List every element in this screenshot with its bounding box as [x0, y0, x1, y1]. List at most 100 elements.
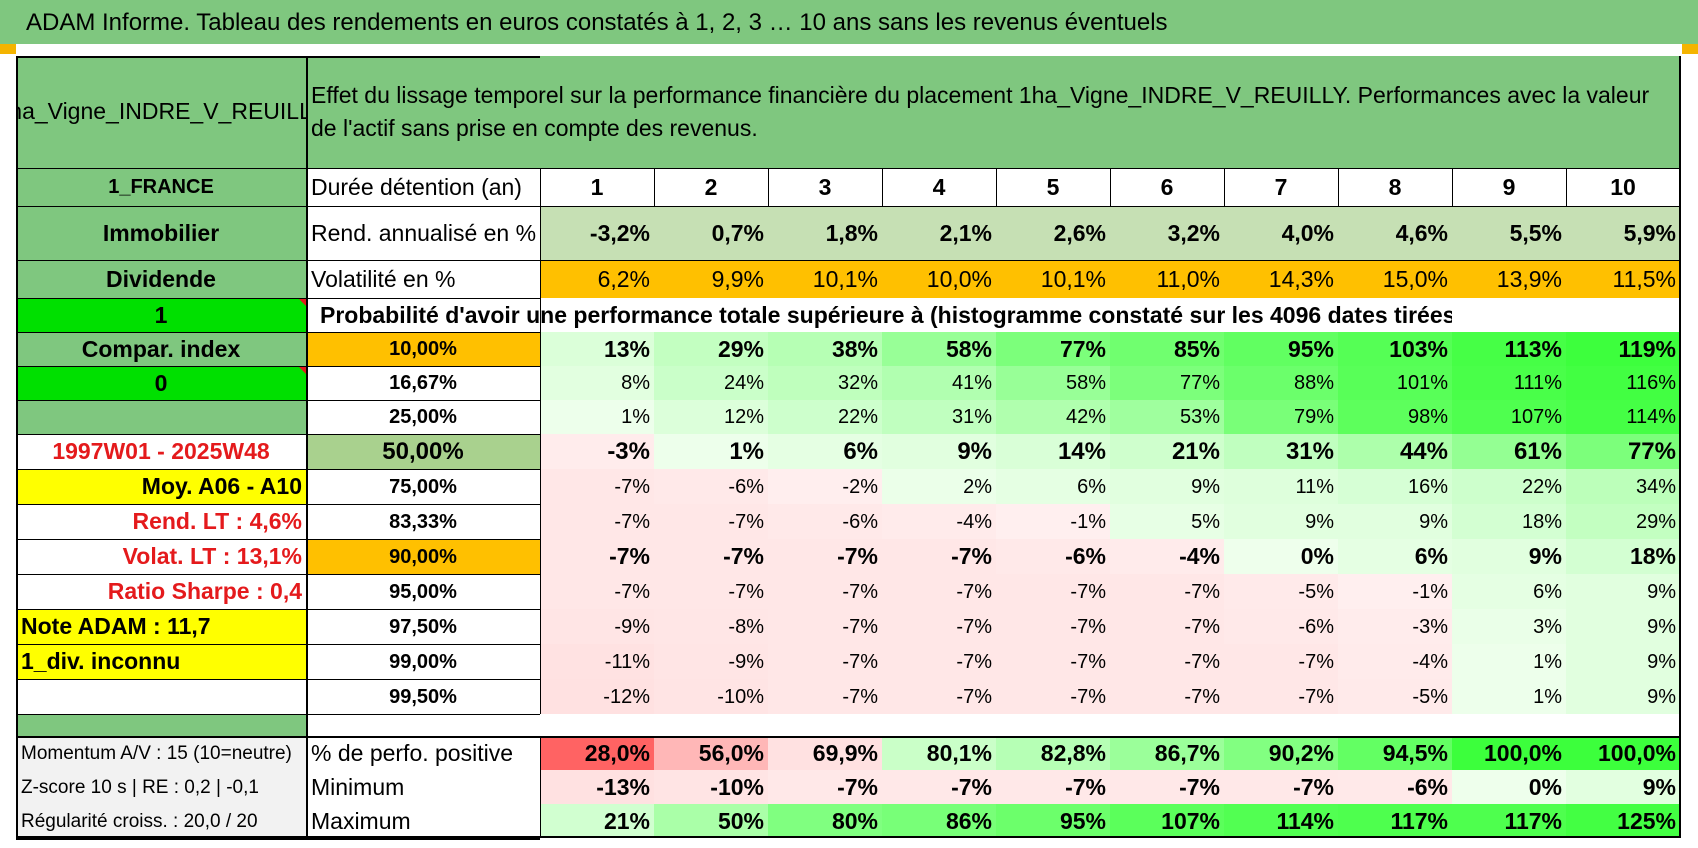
volatility-value: 6,2% — [540, 260, 654, 298]
quantile-value: -6% — [1224, 609, 1338, 644]
grid-line — [16, 574, 540, 575]
quantile-value: 18% — [1566, 539, 1680, 574]
quantile-value: -12% — [540, 679, 654, 714]
grid-line — [16, 260, 540, 261]
annual-return-value: 5,9% — [1566, 206, 1680, 260]
quantile-value: 21% — [1110, 434, 1224, 469]
quantile-value: -9% — [540, 609, 654, 644]
quantile-value: 103% — [1338, 332, 1452, 366]
quantile-value: -7% — [996, 574, 1110, 609]
stat-value: 0% — [1452, 770, 1566, 804]
quantile-value: -7% — [768, 609, 882, 644]
quantile-value: 12% — [654, 400, 768, 434]
volatility-value: 10,0% — [882, 260, 996, 298]
stat-label: Maximum — [311, 807, 411, 834]
quantile-value: -7% — [540, 469, 654, 504]
quantile-value: 38% — [768, 332, 882, 366]
stat-value: 80% — [768, 804, 882, 838]
volatility-value: 13,9% — [1452, 260, 1566, 298]
volatility-label: Volatilité en % — [311, 265, 456, 292]
grid-line — [996, 168, 997, 206]
quantile-value: 3% — [1452, 609, 1566, 644]
volat-lt-label: Volat. LT : 13,1% — [122, 543, 302, 569]
quantile-value: 58% — [996, 366, 1110, 400]
grid-line — [16, 838, 540, 840]
quantile-value: -11% — [540, 644, 654, 679]
volatility-value: 15,0% — [1338, 260, 1452, 298]
stat-value: -10% — [654, 770, 768, 804]
div-label: 1_div. inconnu — [16, 644, 306, 679]
quantile-value: 31% — [882, 400, 996, 434]
stat-value: 28,0% — [540, 736, 654, 770]
stat-value: 94,5% — [1338, 736, 1452, 770]
stat-value: 82,8% — [996, 736, 1110, 770]
grid-line — [16, 644, 540, 645]
quantile-value: -7% — [996, 609, 1110, 644]
grid-line — [16, 400, 540, 401]
quantile-value: -7% — [654, 504, 768, 539]
quantile-value: -6% — [654, 469, 768, 504]
stat-value: 125% — [1566, 804, 1680, 838]
quantile-value: 9% — [1566, 574, 1680, 609]
quantile-value: 0% — [1224, 539, 1338, 574]
volatility-value: 11,5% — [1566, 260, 1680, 298]
annual-return-value: 4,6% — [1338, 206, 1452, 260]
quantile-value: -4% — [1110, 539, 1224, 574]
quantile-value: 18% — [1452, 504, 1566, 539]
volatility-value: 10,1% — [996, 260, 1110, 298]
year-header: 7 — [1274, 173, 1288, 200]
year-header: 5 — [1046, 173, 1060, 200]
quantile-value: 6% — [996, 469, 1110, 504]
grid-line — [1224, 168, 1225, 206]
quantile-value: -7% — [1110, 574, 1224, 609]
sharpe-label: Ratio Sharpe : 0,4 — [107, 578, 302, 604]
quantile-value: 61% — [1452, 434, 1566, 469]
quantile-value: 22% — [1452, 469, 1566, 504]
probability-title: Probabilité d'avoir une performance tota… — [320, 301, 1452, 328]
volatility-value: 11,0% — [1110, 260, 1224, 298]
quantile-value: -1% — [1338, 574, 1452, 609]
quantile-value: 9% — [1566, 609, 1680, 644]
quantile-value: 113% — [1452, 332, 1566, 366]
stat-value: 21% — [540, 804, 654, 838]
quantile-value: 1% — [1452, 644, 1566, 679]
quantile-value: -4% — [1338, 644, 1452, 679]
stat-value: 117% — [1338, 804, 1452, 838]
quantile-value: 6% — [768, 434, 882, 469]
grid-line — [16, 609, 540, 610]
annual-return-label: Rend. annualisé en % — [311, 219, 537, 246]
annual-return-value: -3,2% — [540, 206, 654, 260]
quantile-label: 99,50% — [389, 685, 457, 708]
grid-line — [306, 56, 308, 838]
volatility-value: 14,3% — [1224, 260, 1338, 298]
year-header: 3 — [818, 173, 832, 200]
grid-line — [306, 260, 1680, 261]
quantile-value: 53% — [1110, 400, 1224, 434]
input-one[interactable]: 1 — [16, 298, 306, 332]
compar-index-label: Compar. index — [16, 332, 306, 366]
quantile-value: 29% — [1566, 504, 1680, 539]
quantile-value: 14% — [996, 434, 1110, 469]
quantile-value: 22% — [768, 400, 882, 434]
quantile-value: 111% — [1452, 366, 1566, 400]
grid-line — [1679, 56, 1681, 838]
stat-value: -13% — [540, 770, 654, 804]
moy-label: Moy. A06 - A10 — [16, 469, 306, 504]
quantile-value: -7% — [882, 644, 996, 679]
grid-line — [16, 366, 540, 367]
stat-value: -6% — [1338, 770, 1452, 804]
input-zero[interactable]: 0 — [16, 366, 306, 400]
grid-line — [16, 469, 540, 470]
stat-value: 95% — [996, 804, 1110, 838]
grid-line — [16, 298, 540, 299]
grid-line — [16, 679, 540, 680]
grid-line — [16, 56, 540, 58]
grid-line — [16, 332, 540, 333]
stat-value: 50% — [654, 804, 768, 838]
stat-value: -7% — [768, 770, 882, 804]
quantile-value: 31% — [1224, 434, 1338, 469]
grid-line — [1338, 168, 1339, 206]
grid-line — [16, 504, 540, 505]
quantile-value: 119% — [1566, 332, 1680, 366]
quantile-label: 50,00% — [306, 434, 540, 469]
